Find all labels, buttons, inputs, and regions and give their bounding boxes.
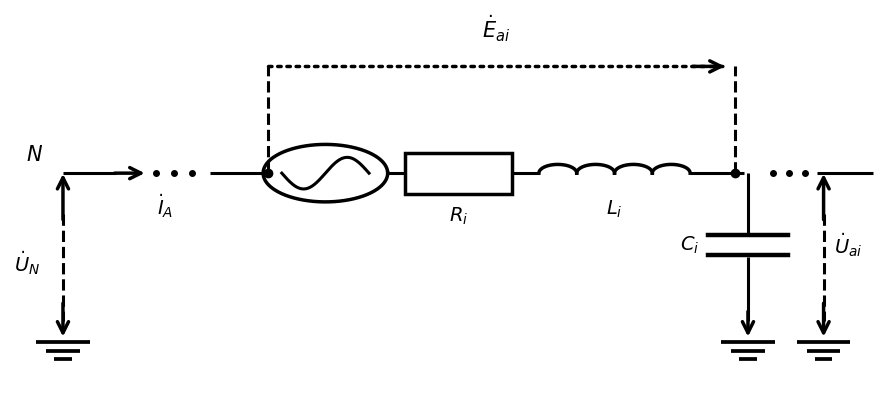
- Text: $R_i$: $R_i$: [449, 206, 469, 227]
- Text: $L_i$: $L_i$: [606, 198, 623, 220]
- Text: $\dot{I}_A$: $\dot{I}_A$: [157, 192, 174, 220]
- Text: $\dot{E}_{ai}$: $\dot{E}_{ai}$: [482, 14, 511, 44]
- Text: $\dot{U}_{ai}$: $\dot{U}_{ai}$: [834, 231, 862, 259]
- Text: $C_i$: $C_i$: [680, 234, 699, 256]
- FancyBboxPatch shape: [405, 152, 512, 194]
- Text: $\dot{U}_N$: $\dot{U}_N$: [14, 250, 41, 277]
- Text: $N$: $N$: [27, 145, 44, 165]
